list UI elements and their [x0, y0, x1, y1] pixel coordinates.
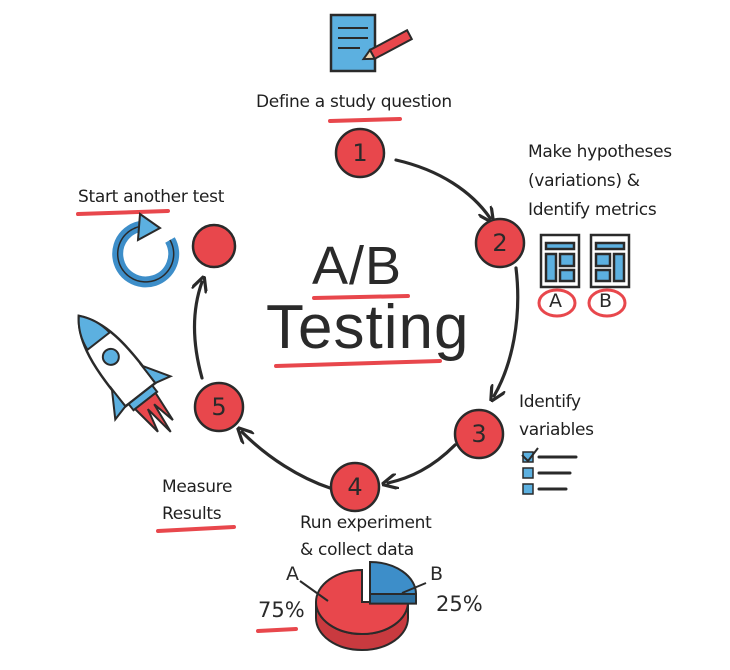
step-5-number: 5 — [211, 393, 227, 421]
checklist-icon — [521, 447, 578, 495]
step-4-label-line2: & collect data — [300, 540, 414, 560]
variant-badges — [537, 288, 627, 318]
underline-restart — [76, 209, 170, 216]
step-3-circle — [453, 408, 505, 460]
notepad-pencil-icon — [329, 13, 414, 73]
title-ab: A/B — [312, 236, 403, 296]
underline-measure — [156, 525, 236, 533]
red-underlines — [76, 117, 442, 633]
step-circles — [191, 127, 526, 513]
pie-slice-b — [369, 560, 418, 595]
step-1-circle — [334, 127, 386, 179]
step-2-circle — [474, 217, 526, 269]
step-2-number: 2 — [492, 229, 508, 257]
arrow-1-to-2 — [394, 158, 490, 218]
restart-circle — [191, 223, 237, 269]
variant-a-letter: A — [549, 290, 562, 312]
underline-testing — [274, 359, 442, 368]
restart-label: Start another test — [78, 187, 225, 207]
arrow-2-to-3 — [494, 266, 520, 396]
pie-label-a: A — [286, 563, 299, 585]
pie-chart — [315, 560, 418, 651]
step-1-label: Define a study question — [256, 92, 452, 112]
step-2-label-line2: (variations) & — [528, 171, 640, 191]
arrow-3-to-4 — [388, 443, 457, 483]
step-5-label-line1: Measure — [162, 477, 233, 497]
step-2-label-line3: Identify metrics — [528, 200, 657, 220]
variant-b-letter: B — [599, 290, 613, 312]
pie-percent-a: 75% — [258, 598, 305, 622]
pie-label-b: B — [430, 563, 444, 585]
step-5-label-line2: Results — [162, 504, 222, 524]
step-3-label-line1: Identify — [519, 392, 581, 412]
step-3-number: 3 — [471, 420, 487, 448]
pie-percent-b: 25% — [436, 592, 483, 616]
pie-leader-lines — [299, 580, 427, 602]
step-3-label-line2: variables — [519, 420, 594, 440]
step-5-circle — [193, 381, 245, 433]
step-4-circle — [329, 461, 381, 513]
rocket-icon — [77, 314, 174, 433]
step-4-number: 4 — [347, 473, 363, 501]
variant-a-badge — [537, 288, 577, 318]
step-2-label-line1: Make hypotheses — [528, 142, 672, 162]
step-1-number: 1 — [352, 139, 368, 167]
variant-b-wireframe — [589, 233, 631, 289]
pie-slice-a — [315, 568, 410, 635]
arrow-5-to-restart — [195, 282, 203, 380]
variant-a-wireframe — [539, 233, 581, 289]
step-4-label-line1: Run experiment — [300, 513, 432, 533]
underline-step1 — [328, 117, 402, 123]
underline-75 — [256, 627, 298, 633]
cycle-arrows — [195, 158, 520, 490]
restart-arrow-icon — [112, 212, 180, 288]
variant-b-badge — [587, 288, 627, 318]
title-testing: Testing — [266, 293, 470, 362]
underline-ab — [312, 294, 410, 300]
arrow-4-to-5 — [242, 432, 332, 490]
